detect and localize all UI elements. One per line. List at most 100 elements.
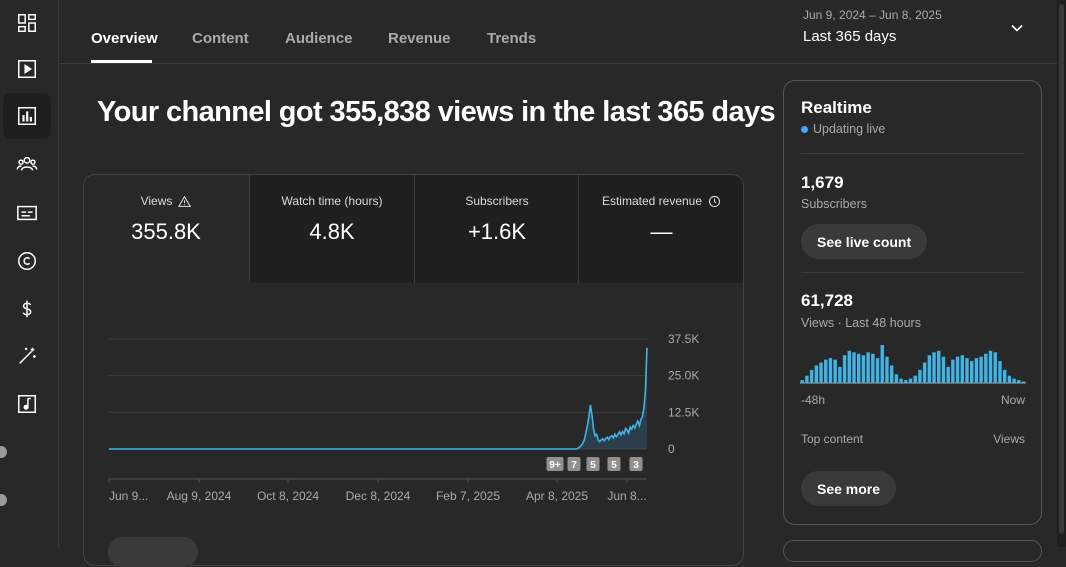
mini-bar [913,375,917,383]
mini-bar [904,380,908,383]
annotation-badge [607,457,621,471]
mini-bar [842,355,847,383]
customization-icon[interactable] [3,333,51,379]
mini-bar [941,356,946,383]
analytics-icon[interactable] [3,93,51,139]
y-tick-label: 37.5K [668,332,699,346]
mini-bar [951,359,955,383]
date-range-picker[interactable]: Jun 9, 2024 – Jun 8, 2025 Last 365 days [803,8,942,45]
realtime-subscribers-value: 1,679 [801,173,844,192]
date-range-text: Jun 9, 2024 – Jun 8, 2025 [803,8,942,22]
x-tick-label: Jun 8... [607,489,646,503]
y-tick-label: 25.0K [668,369,699,383]
see-more-button-partial[interactable] [108,537,198,567]
x-tick-label: Aug 9, 2024 [167,489,232,503]
mini-bar [960,355,964,383]
chevron-down-icon[interactable] [1009,20,1025,36]
earn-icon[interactable] [3,286,51,332]
metric-value: — [650,219,673,244]
mini-bar [899,378,903,383]
metric-subscribers[interactable]: Subscribers +1.6K [414,175,579,283]
metric-value: +1.6K [467,219,527,244]
mini-bar [824,359,828,383]
metric-value: 4.8K [309,219,355,244]
metric-watch-time[interactable]: Watch time (hours) 4.8K [249,175,414,283]
metric-label: Subscribers [465,194,529,208]
tab-revenue[interactable]: Revenue [388,30,451,47]
dashboard-icon[interactable] [3,0,51,46]
annotation-badge-label: 5 [611,460,617,471]
mini-bar [889,365,894,383]
tab-bar: Overview Content Audience Revenue Trends [59,0,1057,64]
mini-bar [1007,375,1012,383]
annotation-badge [629,457,643,471]
realtime-status-text: Updating live [813,122,886,136]
tab-audience[interactable]: Audience [285,30,353,47]
annotation-badge-label: 9+ [549,460,561,471]
live-dot-icon [801,125,808,133]
tab-trends[interactable]: Trends [487,30,537,47]
page-title: Your channel got 355,838 views in the la… [97,96,776,128]
warning-icon [178,195,192,207]
views-chart[interactable]: 37.5K 25.0K 12.5K 0 9+ 7 5 5 3 Jun 9... Aug 9, 202… [84,283,743,565]
annotation-badge [567,457,581,471]
see-more-button[interactable]: See more [801,471,897,506]
mini-bar [847,350,851,383]
realtime-views-bar-chart[interactable] [800,341,1026,386]
mini-bar [819,362,823,383]
mini-bar [805,375,809,383]
subtitles-icon[interactable] [3,190,51,236]
mini-bar [998,361,1002,383]
overview-card: Views 355.8K Watch time (hours) 4.8K Sub… [83,174,744,566]
mini-bar [894,374,899,383]
x-tick-label: Apr 8, 2025 [526,489,588,503]
mini-bar [838,366,842,383]
divider [801,272,1024,273]
divider [801,153,1024,154]
mini-bar [828,358,833,383]
mini-bar [833,359,837,383]
date-period-text: Last 365 days [803,28,897,45]
mini-bar [974,358,979,383]
metric-label: Watch time (hours) [281,194,383,208]
settings-icon[interactable] [0,446,7,458]
content-icon[interactable] [3,46,51,92]
realtime-title: Realtime [801,98,872,117]
see-live-count-button[interactable]: See live count [801,224,928,259]
mini-bar [946,366,950,383]
y-tick-label: 12.5K [668,405,699,419]
mini-bar [937,350,941,383]
mini-bar [922,362,927,383]
mini-bar [993,352,997,383]
audio-library-icon[interactable] [3,381,51,427]
scrollbar-thumb[interactable] [1059,4,1064,534]
copyright-icon[interactable] [3,238,51,284]
x-tick-label: Feb 7, 2025 [436,489,500,503]
metric-label: Views [140,194,173,208]
realtime-status: Updating live [801,122,885,136]
mini-bar [927,355,932,383]
tab-overview[interactable]: Overview [91,30,158,47]
clock-icon [708,195,721,207]
metric-label: Estimated revenue [601,194,703,208]
realtime-axis-end: Now [1000,393,1025,407]
realtime-card: Realtime Updating live 1,679 Subscribers… [783,80,1042,525]
mini-bar [866,352,870,383]
metric-views[interactable]: Views 355.8K [84,175,248,283]
top-content-label: Top content [801,432,864,446]
realtime-views-value: 61,728 [801,291,853,310]
audience-icon[interactable] [3,141,51,187]
tab-content[interactable]: Content [192,30,249,47]
metric-revenue[interactable]: Estimated revenue — [578,175,743,283]
x-tick-label: Dec 8, 2024 [346,489,411,503]
realtime-axis-start: -48h [801,393,826,407]
active-tab-indicator [91,60,152,63]
y-tick-label: 0 [668,442,675,456]
mini-bar [1017,380,1021,383]
annotation-badge-label: 3 [633,460,639,471]
views-line [109,347,648,450]
mini-bar [979,356,983,383]
mini-bar [1002,369,1007,383]
feedback-icon[interactable] [0,494,7,506]
views-column-label: Views [993,432,1025,446]
